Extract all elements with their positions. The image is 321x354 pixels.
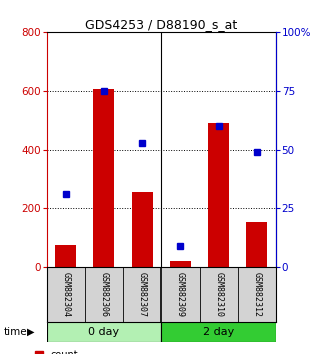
Text: GSM882309: GSM882309 bbox=[176, 272, 185, 317]
Text: GSM882306: GSM882306 bbox=[100, 272, 108, 317]
Text: 0 day: 0 day bbox=[88, 327, 119, 337]
Bar bbox=[161, 322, 276, 342]
Text: time: time bbox=[3, 327, 27, 337]
Bar bbox=[247, 222, 267, 267]
Bar bbox=[208, 123, 229, 267]
Text: ▶: ▶ bbox=[27, 327, 35, 337]
Text: GSM882312: GSM882312 bbox=[252, 272, 261, 317]
Text: GSM882304: GSM882304 bbox=[61, 272, 70, 317]
Bar bbox=[55, 245, 76, 267]
Bar bbox=[170, 261, 191, 267]
Title: GDS4253 / D88190_s_at: GDS4253 / D88190_s_at bbox=[85, 18, 238, 31]
Bar bbox=[93, 89, 115, 267]
Text: GSM882310: GSM882310 bbox=[214, 272, 223, 317]
Text: 2 day: 2 day bbox=[203, 327, 234, 337]
Bar bbox=[47, 322, 161, 342]
Bar bbox=[132, 192, 153, 267]
Text: GSM882307: GSM882307 bbox=[138, 272, 147, 317]
Legend: count, percentile rank within the sample: count, percentile rank within the sample bbox=[35, 350, 216, 354]
